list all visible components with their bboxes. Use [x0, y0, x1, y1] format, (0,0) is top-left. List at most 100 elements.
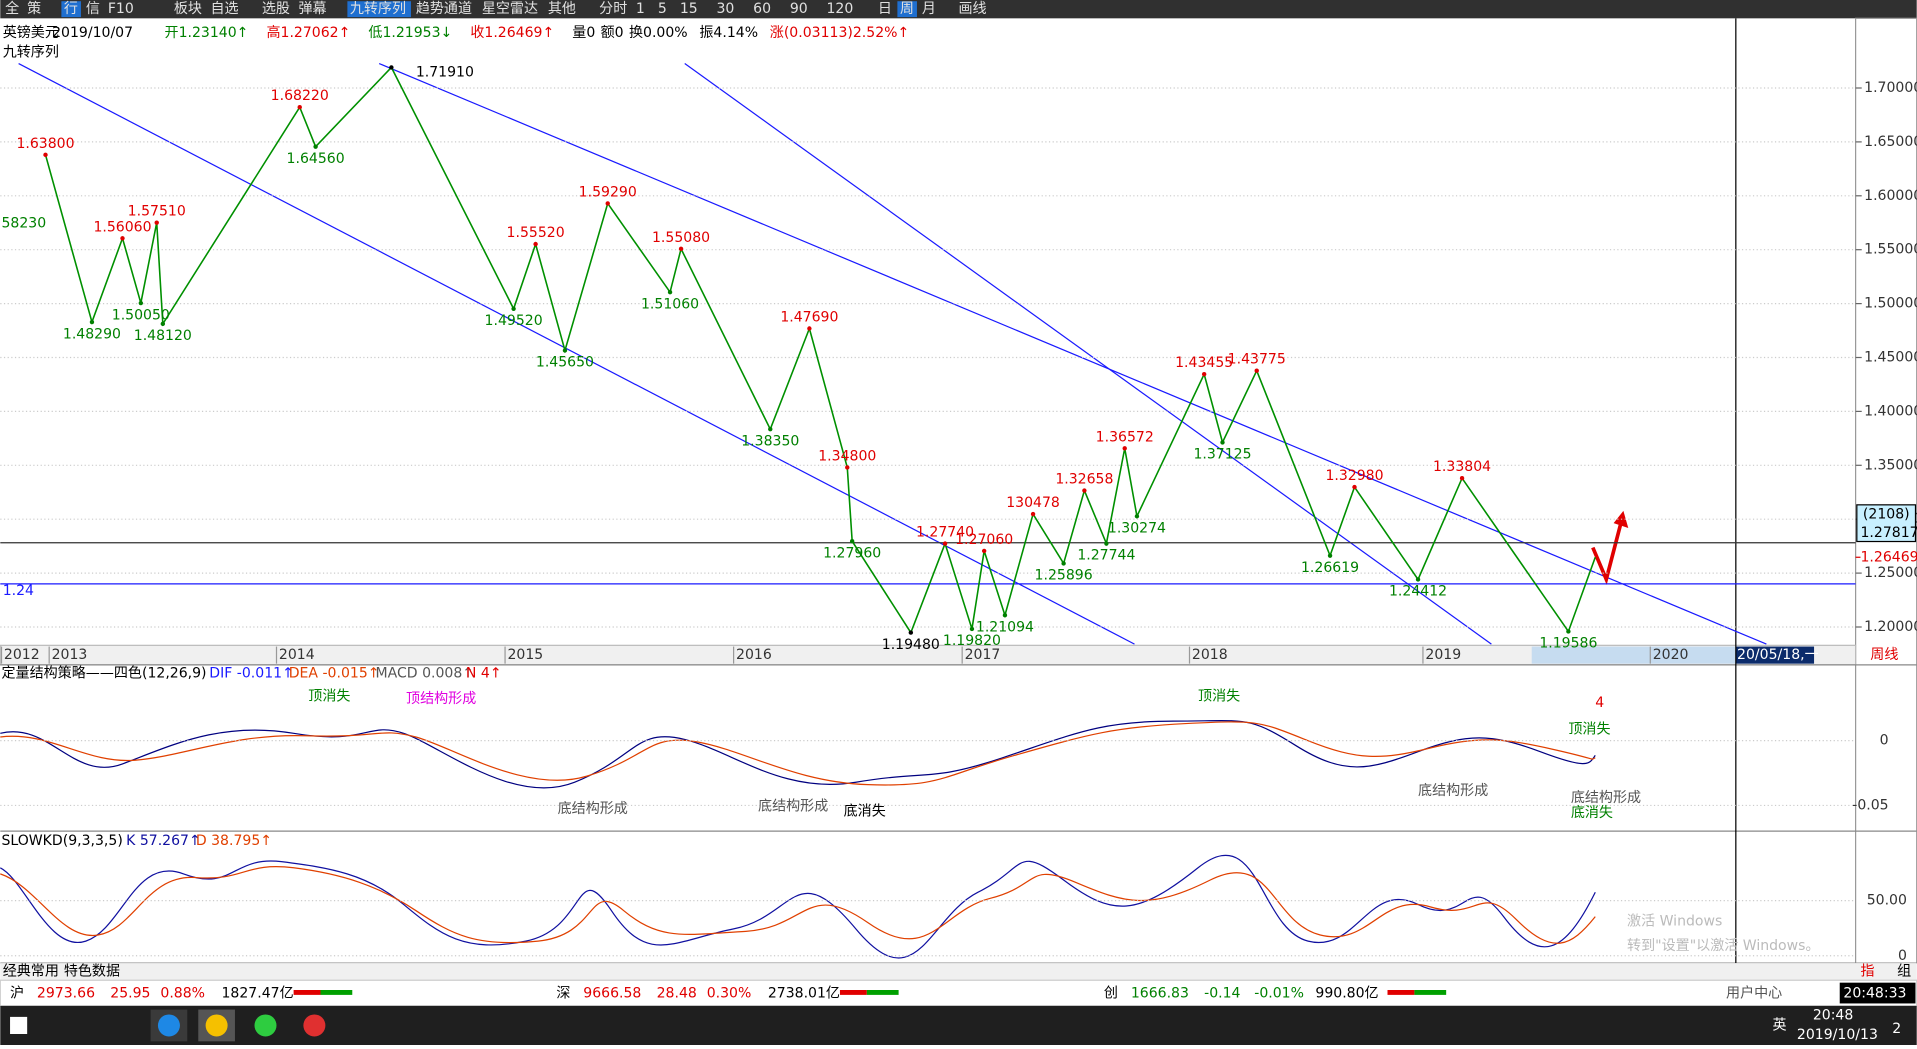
notifications[interactable]: 2 — [1892, 1021, 1901, 1037]
quote-field: 高1.27062↑ — [266, 24, 350, 41]
toolbar-item[interactable]: 90 — [790, 1, 808, 17]
toolbar-item[interactable]: 策 — [27, 0, 41, 17]
macd-dea: DEA -0.015↑ — [289, 665, 380, 681]
pivot-point — [1566, 629, 1570, 633]
pivot-point — [982, 549, 986, 553]
price-line — [46, 67, 1596, 632]
index-last: 2973.66 — [37, 986, 95, 1002]
toolbar-item[interactable]: 月 — [922, 1, 936, 17]
quote-field: 2019/10/07 — [52, 25, 133, 41]
toolbar-item[interactable]: 弹幕 — [299, 1, 327, 17]
tab[interactable]: 经典常用 — [3, 964, 59, 980]
pivot-point — [298, 105, 302, 109]
y-tick-label: 1.60000 — [1864, 188, 1917, 204]
y-tick-label: 1.40000 — [1864, 403, 1917, 419]
pivot-point — [1003, 613, 1007, 617]
pivot-label: 1.68220 — [271, 88, 329, 104]
macd-dea-line — [0, 722, 1595, 785]
quote-field: 开1.23140↑ — [165, 25, 249, 41]
tab[interactable]: 特色数据 — [64, 963, 120, 980]
taskbar — [0, 1006, 1916, 1045]
pivot-point — [970, 627, 974, 631]
toolbar-item[interactable]: 60 — [753, 1, 771, 17]
left-label: 58230 — [2, 216, 47, 232]
toolbar-item[interactable]: 板块 — [174, 1, 202, 17]
user-center[interactable]: 用户中心 — [1726, 985, 1782, 1002]
index-bar-green — [867, 990, 899, 995]
pivot-point — [43, 153, 47, 157]
pivot-point — [1220, 440, 1224, 444]
toolbar-item[interactable]: 全 — [5, 0, 19, 17]
pivot-point — [1104, 541, 1108, 545]
kd-k: K 57.267↑ — [126, 833, 201, 849]
kd-k-line — [0, 855, 1595, 958]
app-icon[interactable] — [303, 1014, 325, 1036]
pivot-label: 1.51060 — [641, 296, 699, 312]
toolbar-item[interactable]: F10 — [108, 1, 134, 17]
start-button[interactable] — [10, 1017, 27, 1034]
pivot-label: 1.32658 — [1055, 472, 1113, 488]
toolbar-item[interactable]: 120 — [827, 1, 854, 17]
kd-tick-label: 50.00 — [1867, 893, 1907, 909]
year-label: 2018 — [1192, 647, 1228, 663]
tray-time: 20:48 — [1813, 1008, 1853, 1024]
pivot-point — [679, 247, 683, 251]
pivot-label: 130478 — [1006, 495, 1060, 511]
app-icon[interactable] — [255, 1014, 277, 1036]
side-button[interactable]: 指 — [1861, 964, 1875, 980]
macd-annotation: 底消失 — [844, 804, 886, 820]
indicator-title: 九转序列 — [3, 45, 59, 61]
pivot-label: 1.37125 — [1193, 447, 1251, 463]
pivot-point — [1255, 369, 1259, 373]
tab-bar — [0, 963, 1916, 980]
toolbar-item[interactable]: 星空雷达 — [482, 1, 538, 17]
year-label: 2019 — [1425, 647, 1461, 663]
axis-panel — [1856, 18, 1917, 963]
quote-field: 额0 — [601, 25, 624, 41]
last-price: 1.26469 — [1861, 549, 1917, 565]
toolbar-item[interactable]: 趋势通道 — [416, 1, 472, 17]
toolbar-item[interactable]: 选股 — [262, 1, 290, 17]
toolbar-item[interactable]: 行 — [64, 1, 78, 17]
macd-dif: DIF -0.011↑ — [209, 665, 294, 681]
pivot-label: 1.27744 — [1077, 548, 1135, 564]
index-name: 创 — [1104, 986, 1118, 1002]
macd-annotation: 底结构形成 — [758, 799, 828, 815]
pivot-point — [161, 322, 165, 326]
toolbar-item[interactable]: 自选 — [210, 1, 238, 17]
pivot-point — [668, 290, 672, 294]
pivot-label: 1.71910 — [416, 64, 474, 80]
toolbar-item[interactable]: 其他 — [548, 1, 576, 17]
quote-field: 换0.00% — [629, 24, 688, 41]
macd-annotation: 顶消失 — [308, 689, 350, 705]
pivot-point — [90, 320, 94, 324]
pivot-label: 1.24412 — [1389, 584, 1447, 600]
quote-field: 低1.21953↓ — [368, 25, 452, 41]
toolbar-item[interactable]: 5 — [658, 1, 667, 17]
pivot-label: 1.64560 — [287, 151, 345, 167]
toolbar-item[interactable]: 周 — [900, 1, 914, 17]
app-icon[interactable] — [158, 1014, 180, 1036]
toolbar-item[interactable]: 15 — [680, 1, 698, 17]
macd-tick-label: -0.05 — [1852, 797, 1888, 813]
pivot-label: 1.48290 — [63, 326, 121, 342]
toolbar-item[interactable]: 画线 — [959, 1, 987, 17]
app-icon[interactable] — [206, 1014, 228, 1036]
y-tick-label: 1.45000 — [1864, 349, 1917, 365]
pivot-label: 1.26619 — [1301, 560, 1359, 576]
pivot-label: 1.57510 — [128, 204, 186, 220]
quote-field: 振4.14% — [699, 25, 758, 41]
index-bar-green — [321, 990, 353, 995]
y-tick-label: 1.35000 — [1864, 457, 1917, 473]
toolbar-item[interactable]: 九转序列 — [350, 1, 406, 17]
pivot-label: 1.47690 — [780, 310, 838, 326]
toolbar-item[interactable]: 30 — [717, 1, 735, 17]
side-button[interactable]: 组 — [1897, 964, 1911, 980]
toolbar-item[interactable]: 日 — [878, 1, 892, 17]
toolbar-item[interactable]: 信 — [86, 1, 100, 17]
toolbar-item[interactable]: 分时 — [599, 1, 627, 17]
toolbar-item[interactable]: 1 — [636, 1, 645, 17]
index-pct: 0.88% — [160, 986, 205, 1002]
watermark: 转到"设置"以激活 Windows。 — [1627, 937, 1819, 954]
